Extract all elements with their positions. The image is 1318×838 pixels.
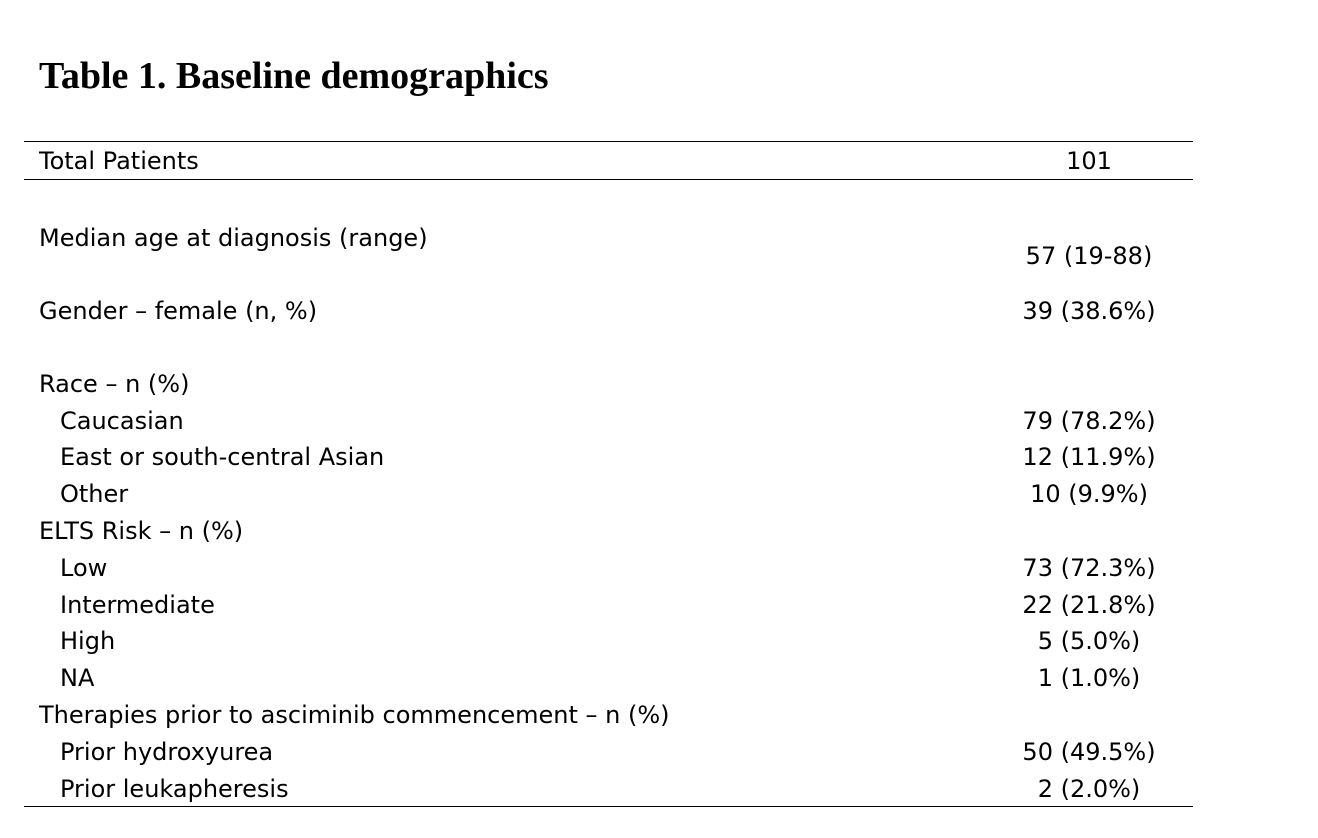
header-rule xyxy=(24,179,1193,180)
section-header-elts: ELTS Risk – n (%) xyxy=(0,513,1318,549)
row-value: 1 (1.0%) xyxy=(1037,664,1141,692)
row-label: Intermediate xyxy=(60,591,215,619)
row-label: East or south-central Asian xyxy=(60,443,385,471)
section-header-race: Race – n (%) xyxy=(0,366,1318,402)
table-row: High 5 (5.0%) xyxy=(0,623,1318,659)
header-value: 101 xyxy=(1066,147,1112,175)
row-label: Gender – female (n, %) xyxy=(39,297,318,325)
table-row: Low 73 (72.3%) xyxy=(0,550,1318,586)
section-label: Race – n (%) xyxy=(39,370,190,398)
row-label: Other xyxy=(60,480,129,508)
row-value: 79 (78.2%) xyxy=(1022,407,1156,435)
section-label: ELTS Risk – n (%) xyxy=(39,517,244,545)
section-header-therapies: Therapies prior to asciminib commencemen… xyxy=(0,697,1318,733)
row-label: Median age at diagnosis (range) xyxy=(39,224,428,252)
row-value: 73 (72.3%) xyxy=(1022,554,1156,582)
row-value: 22 (21.8%) xyxy=(1022,591,1156,619)
header-label: Total Patients xyxy=(39,147,199,175)
row-value: 2 (2.0%) xyxy=(1037,775,1141,803)
table-row-median-age: Median age at diagnosis (range) 57 (19-8… xyxy=(0,220,1318,270)
row-value: 5 (5.0%) xyxy=(1037,627,1141,655)
table-row: Caucasian 79 (78.2%) xyxy=(0,403,1318,439)
table-row: Prior leukapheresis 2 (2.0%) xyxy=(0,771,1318,807)
row-label: NA xyxy=(60,664,95,692)
table-row-gender: Gender – female (n, %) 39 (38.6%) xyxy=(0,293,1318,329)
table-row: Other 10 (9.9%) xyxy=(0,476,1318,512)
table-row: Prior hydroxyurea 50 (49.5%) xyxy=(0,734,1318,770)
row-label: Low xyxy=(60,554,108,582)
table-title: Table 1. Baseline demographics xyxy=(39,55,549,97)
table-row: Intermediate 22 (21.8%) xyxy=(0,587,1318,623)
table-row: NA 1 (1.0%) xyxy=(0,660,1318,696)
table-row: East or south-central Asian 12 (11.9%) xyxy=(0,439,1318,475)
row-value: 12 (11.9%) xyxy=(1022,443,1156,471)
row-value: 10 (9.9%) xyxy=(1030,480,1148,508)
top-rule xyxy=(24,141,1193,142)
bottom-rule xyxy=(24,806,1193,807)
row-value: 50 (49.5%) xyxy=(1022,738,1156,766)
row-label: Prior hydroxyurea xyxy=(60,738,274,766)
row-label: Caucasian xyxy=(60,407,184,435)
row-label: Prior leukapheresis xyxy=(60,775,289,803)
row-label: High xyxy=(60,627,116,655)
table-header-row: Total Patients 101 xyxy=(0,143,1318,179)
row-value: 39 (38.6%) xyxy=(1022,297,1156,325)
section-label: Therapies prior to asciminib commencemen… xyxy=(39,701,670,729)
row-value: 57 (19-88) xyxy=(1025,242,1153,270)
